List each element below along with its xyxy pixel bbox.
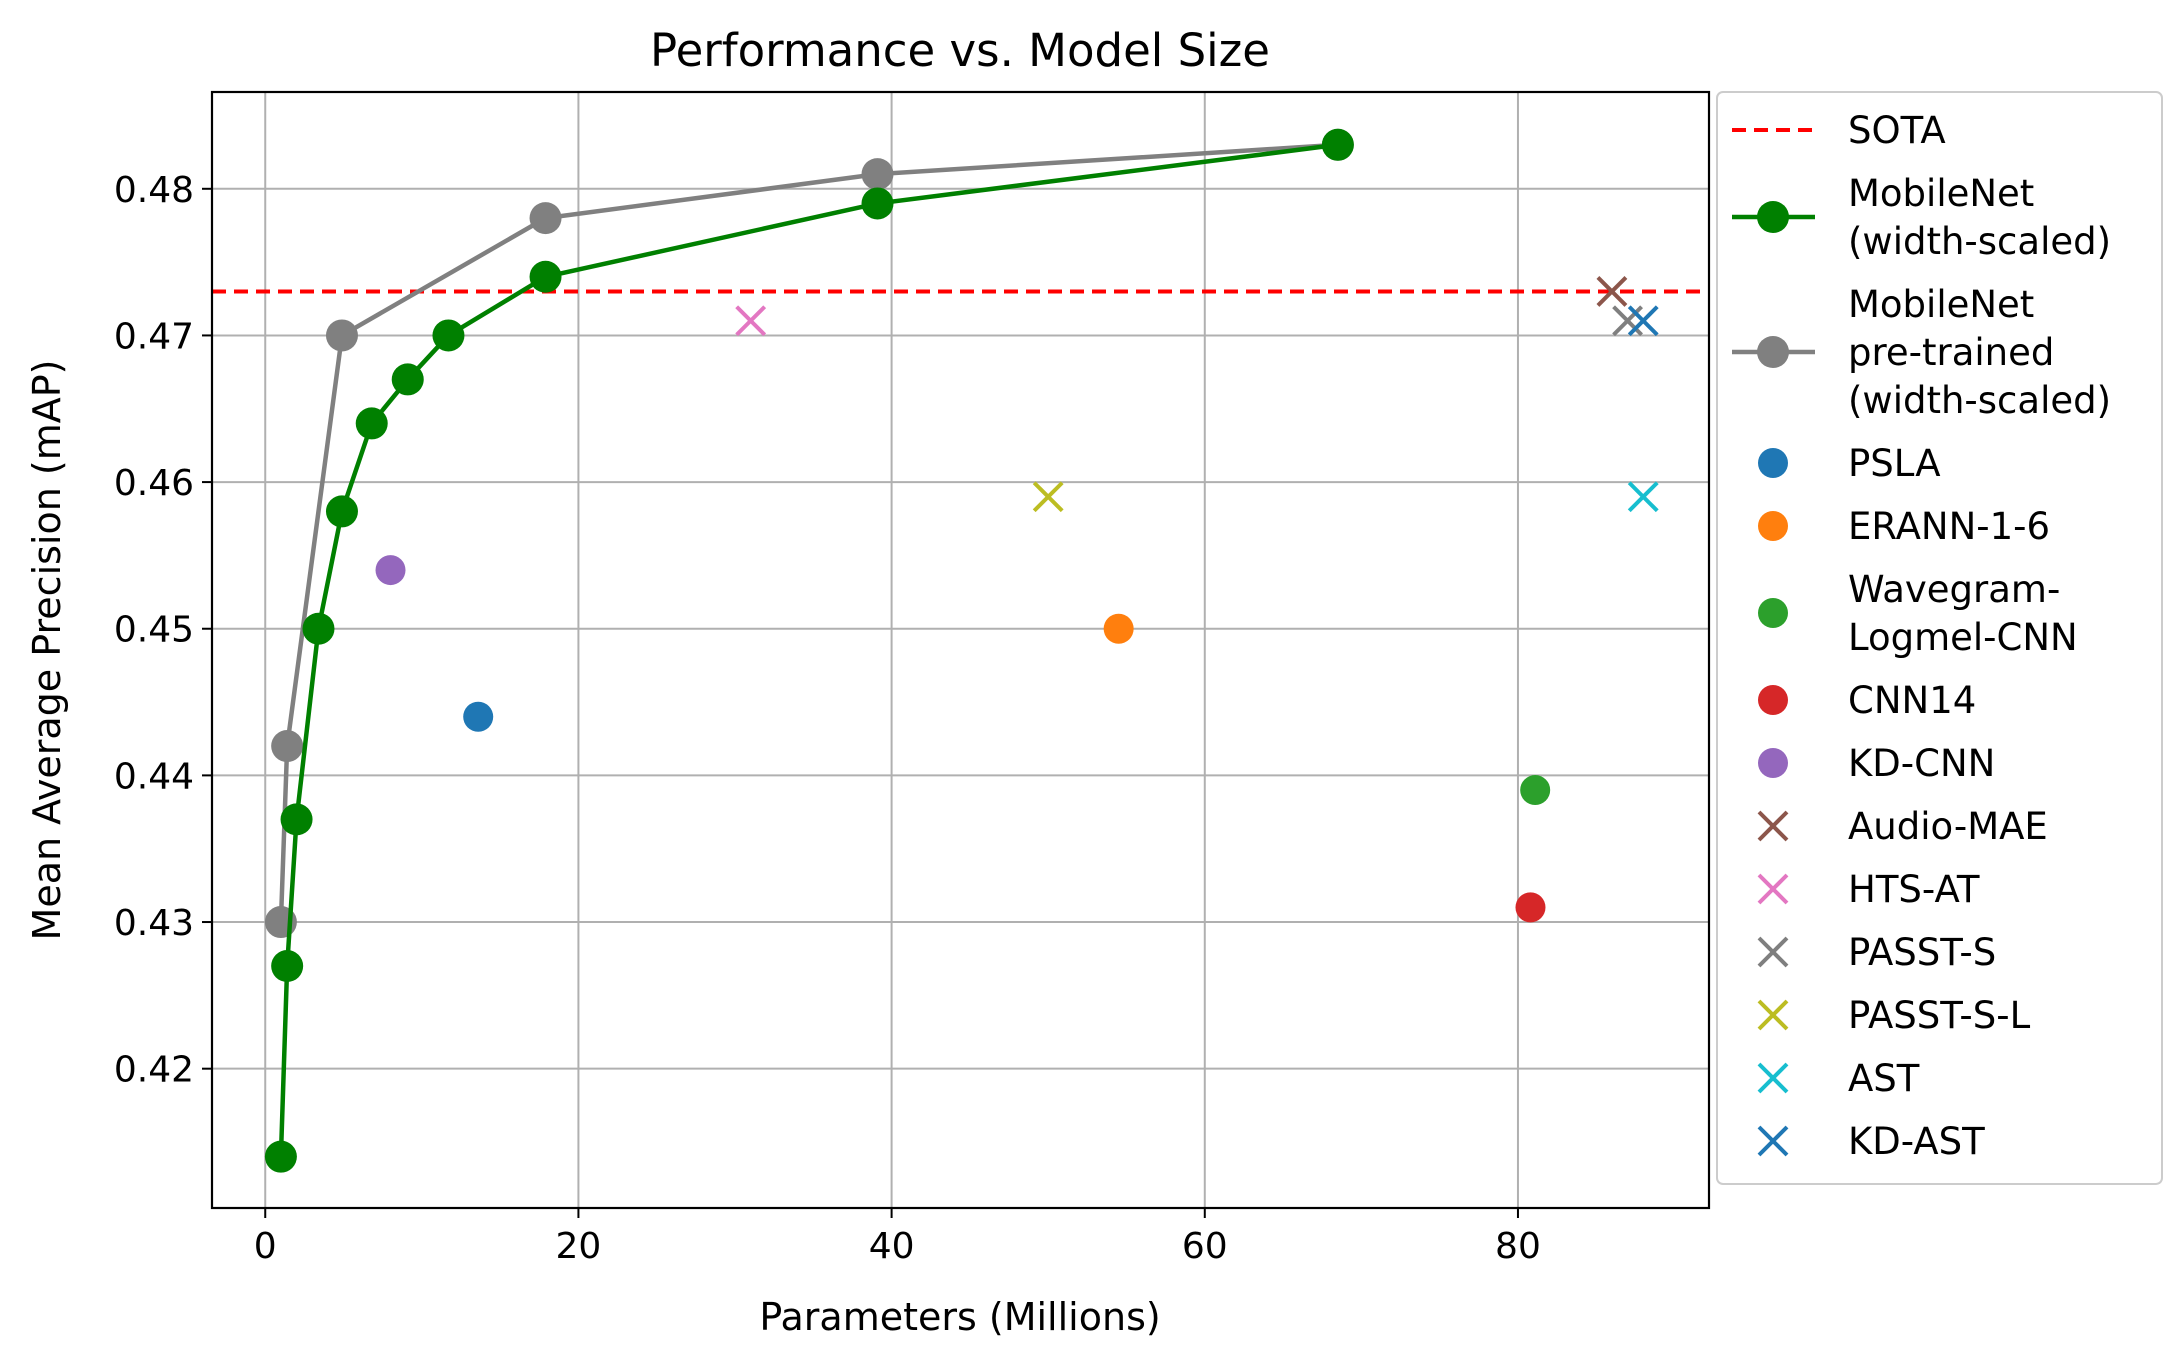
legend-entry-psla: PSLA <box>1758 442 1941 485</box>
point-cnn14 <box>1515 892 1546 923</box>
legend-entry-ast: AST <box>1757 1057 1920 1100</box>
point-audio-mae <box>1596 276 1628 307</box>
legend-marker <box>1757 999 1789 1031</box>
x-axis-ticks: 0 20 40 60 80 <box>254 1208 1541 1267</box>
legend-entry-mobilenet-pre-trained-width-scaled: MobileNet pre-trained (width-scaled) <box>1732 283 2111 422</box>
legend-label: AST <box>1848 1057 1920 1100</box>
legend-marker <box>1758 685 1788 715</box>
legend-box <box>1716 91 2163 1185</box>
scatter-points <box>375 276 1659 923</box>
legend-marker <box>1757 1125 1789 1157</box>
point-passt-s <box>1612 305 1643 337</box>
series <box>264 128 1354 1173</box>
legend-label: SOTA <box>1848 109 1946 152</box>
mobilenet-width-scaled-point <box>861 187 894 220</box>
legend-marker <box>1757 936 1789 968</box>
legend-entry-passt-s-l: PASST-S-L <box>1757 994 2031 1037</box>
grid <box>212 92 1709 1208</box>
legend-label: MobileNet <box>1848 172 2034 215</box>
mobilenet-width-scaled-point <box>264 1140 297 1173</box>
legend-label: KD-AST <box>1848 1120 1985 1163</box>
legend: SOTA MobileNet (width-scaled) MobileNet pre-… <box>1716 91 2163 1185</box>
legend-marker <box>1757 873 1789 905</box>
mobilenet-width-scaled-point <box>391 363 424 396</box>
legend-label: PASST-S-L <box>1848 994 2031 1037</box>
point-kd-ast <box>1627 305 1659 337</box>
x-tick-label: 60 <box>1182 1226 1228 1267</box>
mobilenet-width-scaled-point <box>355 407 388 440</box>
mobilenet-pre-trained-width-scaled-point <box>529 202 562 235</box>
legend-label: HTS-AT <box>1848 868 1980 911</box>
legend-marker <box>1758 448 1788 478</box>
y-axis-label: Mean Average Precision (mAP) <box>25 360 69 941</box>
legend-entry-erann-1-6: ERANN-1-6 <box>1758 505 2050 548</box>
legend-entry-mobilenet-width-scaled: MobileNet (width-scaled) <box>1732 172 2111 263</box>
legend-entries: SOTA MobileNet (width-scaled) MobileNet pre-… <box>1732 109 2111 1163</box>
point-psla <box>463 701 494 732</box>
x-tick-label: 20 <box>556 1226 602 1267</box>
x-axis-label: Parameters (Millions) <box>759 1295 1160 1339</box>
legend-label: ERANN-1-6 <box>1848 505 2050 548</box>
legend-entry-sota: SOTA <box>1732 109 1946 152</box>
legend-label: CNN14 <box>1848 679 1976 722</box>
x-tick-label: 40 <box>869 1226 915 1267</box>
legend-marker <box>1757 1062 1789 1094</box>
mobilenet-width-scaled-point <box>280 803 313 836</box>
point-ast <box>1627 481 1659 513</box>
point-wavegram-logmel-cnn <box>1520 775 1551 806</box>
y-tick-label: 0.44 <box>114 756 194 797</box>
chart-title: Performance vs. Model Size <box>650 24 1270 77</box>
y-tick-label: 0.42 <box>114 1050 194 1091</box>
legend-label: (width-scaled) <box>1848 379 2111 422</box>
legend-entry-audio-mae: Audio-MAE <box>1757 805 2048 848</box>
legend-entry-wavegram-logmel-cnn: Wavegram- Logmel-CNN <box>1758 568 2078 659</box>
legend-label: Wavegram- <box>1848 568 2060 611</box>
mobilenet-width-scaled-point <box>325 495 358 528</box>
y-tick-label: 0.43 <box>114 903 194 944</box>
point-hts-at <box>735 305 767 337</box>
legend-label: (width-scaled) <box>1848 220 2111 263</box>
mobilenet-width-scaled-point <box>1321 128 1354 161</box>
legend-label: Logmel-CNN <box>1848 616 2078 659</box>
legend-marker <box>1758 598 1788 628</box>
legend-marker <box>1758 511 1788 541</box>
y-tick-label: 0.46 <box>114 463 194 504</box>
point-kd-cnn <box>375 555 406 586</box>
legend-label: MobileNet <box>1848 283 2034 326</box>
mobilenet-width-scaled-point <box>432 319 465 352</box>
x-tick-label: 80 <box>1495 1226 1541 1267</box>
legend-marker <box>1757 201 1789 233</box>
mobilenet-width-scaled-point <box>271 950 304 983</box>
legend-marker <box>1757 336 1789 368</box>
x-tick-label: 0 <box>254 1226 277 1267</box>
legend-entry-hts-at: HTS-AT <box>1757 868 1980 911</box>
point-passt-s-l <box>1032 481 1064 513</box>
legend-label: PASST-S <box>1848 931 1996 974</box>
legend-entry-kd-ast: KD-AST <box>1757 1120 1985 1163</box>
plot-frame <box>210 90 1711 1210</box>
mobilenet-pre-trained-width-scaled-point <box>325 319 358 352</box>
mobilenet-pre-trained-width-scaled-point <box>861 158 894 191</box>
mobilenet-pre-trained-width-scaled-line <box>278 142 1339 923</box>
mobilenet-width-scaled-point <box>302 612 335 645</box>
legend-marker <box>1758 748 1788 778</box>
legend-label: PSLA <box>1848 442 1941 485</box>
legend-entry-passt-s: PASST-S <box>1757 931 1996 974</box>
point-erann-1-6 <box>1103 613 1134 644</box>
mobilenet-width-scaled-point <box>529 260 562 293</box>
y-tick-label: 0.48 <box>114 170 194 211</box>
legend-label: KD-CNN <box>1848 742 1995 785</box>
y-axis-ticks: 0.42 0.43 0.44 0.45 0.46 0.47 0.48 <box>114 170 212 1091</box>
legend-marker <box>1757 810 1789 842</box>
legend-entry-kd-cnn: KD-CNN <box>1758 742 1995 785</box>
legend-label: Audio-MAE <box>1848 805 2048 848</box>
y-tick-label: 0.45 <box>114 610 194 651</box>
legend-label: pre-trained <box>1848 331 2054 374</box>
mobilenet-pre-trained-width-scaled-point <box>271 730 304 763</box>
legend-entry-cnn14: CNN14 <box>1758 679 1976 722</box>
y-tick-label: 0.47 <box>114 316 194 357</box>
